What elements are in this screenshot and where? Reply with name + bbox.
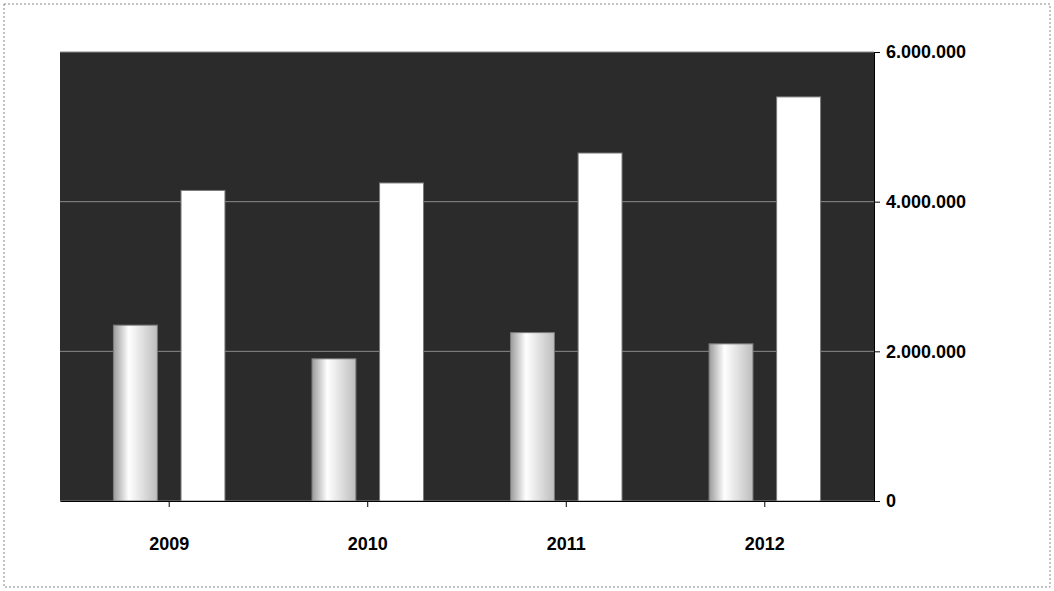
bar <box>380 183 424 501</box>
plot: 0 2.000.000 4.000.000 6.000.000 2009 2010 2011… <box>60 42 966 553</box>
bar <box>578 153 622 501</box>
tick-label: 2.000.000 <box>886 342 966 362</box>
tick: 2011 <box>547 501 586 554</box>
axis-line <box>874 53 875 502</box>
tick-mark <box>874 52 880 53</box>
tick-label: 2010 <box>348 534 388 554</box>
y-axis: 0 2.000.000 4.000.000 6.000.000 <box>874 42 966 511</box>
tick-mark <box>169 501 170 507</box>
bar <box>709 344 753 501</box>
tick: 0 <box>874 491 896 511</box>
tick: 4.000.000 <box>874 192 966 212</box>
bar <box>181 190 225 501</box>
bar <box>312 359 356 501</box>
tick-mark <box>874 351 880 352</box>
axis-line <box>61 501 875 502</box>
tick-label: 6.000.000 <box>886 42 966 62</box>
tick-label: 0 <box>886 491 896 511</box>
bar <box>511 333 555 501</box>
tick: 2012 <box>745 501 785 554</box>
tick: 2009 <box>149 501 189 554</box>
tick-label: 2009 <box>149 534 189 554</box>
bar <box>113 325 157 501</box>
plot-background <box>60 52 874 501</box>
bars <box>113 97 820 501</box>
tick-mark <box>367 501 368 507</box>
tick-mark <box>566 501 567 507</box>
tick: 2010 <box>348 501 388 554</box>
x-axis: 2009 2010 2011 2012 <box>61 501 875 554</box>
tick-label: 2011 <box>547 534 586 554</box>
bar <box>777 97 821 501</box>
tick-mark <box>874 202 880 203</box>
tick: 2.000.000 <box>874 342 966 362</box>
grid-line <box>60 52 874 53</box>
chart-frame <box>4 4 1050 587</box>
tick-mark <box>874 501 880 502</box>
tick-label: 2012 <box>745 534 785 554</box>
tick-label: 4.000.000 <box>886 192 966 212</box>
tick-mark <box>764 501 765 507</box>
tick: 6.000.000 <box>874 42 966 62</box>
chart: 0 2.000.000 4.000.000 6.000.000 2009 2010 2011… <box>0 0 1054 591</box>
